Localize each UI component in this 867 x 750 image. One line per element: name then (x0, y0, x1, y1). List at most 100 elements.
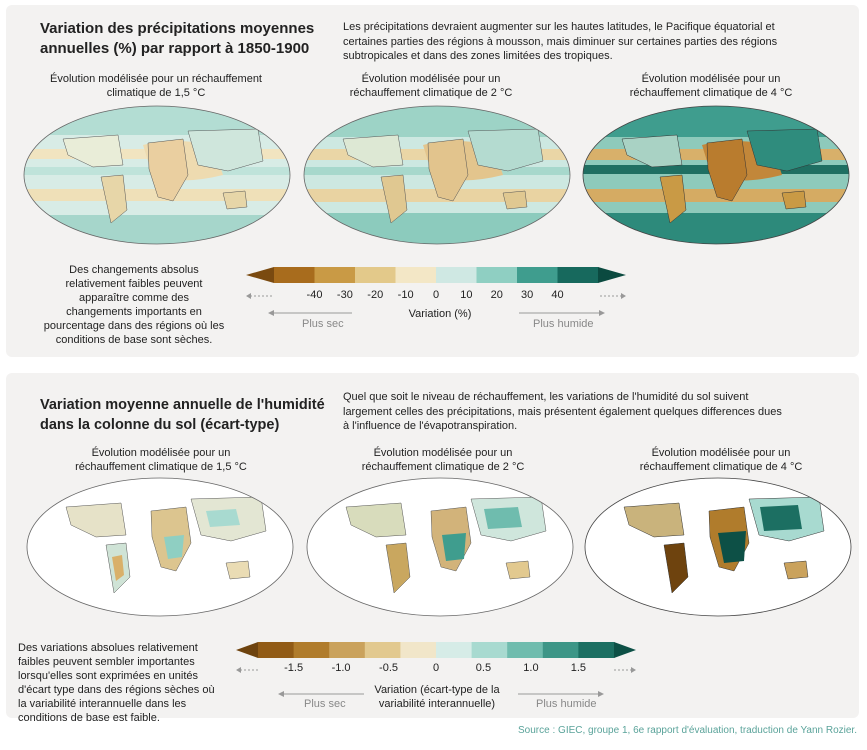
caption-line: Évolution modélisée pour un (641, 73, 781, 85)
note-line: pourcentage dans des régions où les (43, 320, 225, 332)
precipitation-dotted-arrows (246, 293, 626, 299)
colorbar-segment (314, 267, 356, 283)
precip-map-1p5 (23, 105, 291, 245)
caption-line: Évolution modélisée pour un (91, 447, 231, 459)
colorbar-segment (436, 642, 473, 658)
note-line: conditions de base est faible. (18, 712, 160, 724)
colorbar-segment (293, 642, 330, 658)
colorbar-segment (258, 642, 295, 658)
tick-label: -1.5 (284, 662, 304, 674)
tick-label: -30 (336, 289, 353, 301)
note-line: Des variations absolues relativement (18, 642, 198, 654)
precip-map-4 (582, 105, 850, 245)
colorbar-segment (395, 267, 437, 283)
soil-desc-line: à l'influence de l'évapotranspiration. (343, 420, 518, 432)
colorbar-end-wet (598, 267, 626, 283)
tick-label: -10 (397, 289, 414, 301)
colorbar-segment (355, 267, 396, 283)
precip-map-2 (303, 105, 571, 245)
tick-label: -0.5 (379, 662, 399, 674)
axis-label-line: Variation (écart-type de la (374, 684, 500, 696)
note-line: d'écart type dans des régions sèches où (18, 684, 215, 696)
dotted-arrow-left-head (236, 667, 241, 673)
tick-label: 0.5 (475, 662, 492, 674)
axis-label-line: variabilité interannuelle) (378, 698, 496, 710)
soil-colorbar (236, 642, 636, 658)
caption-line: Évolution modélisée pour un réchauffemen… (50, 73, 262, 85)
colorbar-segment (274, 267, 315, 283)
soil-description: Quel que soit le niveau de réchauffement… (343, 390, 848, 434)
wetter-label: Plus humide (536, 698, 597, 710)
wetter-arrow (519, 310, 605, 316)
colorbar-segment (436, 267, 477, 283)
caption-line: climatique de 1,5 °C (106, 87, 206, 99)
drier-label: Plus sec (304, 698, 346, 710)
tick-label: 20 (490, 289, 503, 301)
soil-map-1-caption: Évolution modélisée pour un réchauffemen… (46, 446, 276, 474)
soil-map-2-caption: Évolution modélisée pour un réchauffemen… (328, 446, 558, 474)
precipitation-description: Les précipitations devraient augmenter s… (343, 20, 843, 64)
colorbar-segment (517, 267, 558, 283)
wetter-label: Plus humide (533, 318, 594, 330)
drier-arrow (268, 310, 352, 316)
colorbar-end-wet (614, 642, 636, 658)
caption-line: réchauffement climatique de 2 °C (361, 461, 525, 473)
caption-line: Évolution modélisée pour un (361, 73, 501, 85)
note-line: lorsqu'elles sont exprimées en unités (18, 670, 199, 682)
caption-line: Évolution modélisée pour un (651, 447, 791, 459)
soil-title-line1: Variation moyenne annuelle de l'humidité (40, 397, 325, 413)
precipitation-note: Des changements absolus relativement fai… (34, 263, 234, 347)
tick-label: -1.0 (331, 662, 351, 674)
precipitation-axis-label: Variation (%) (408, 308, 472, 320)
soil-title: Variation moyenne annuelle de l'humidité… (40, 395, 325, 435)
precip-map-1-caption: Évolution modélisée pour un réchauffemen… (20, 72, 292, 100)
note-line: apparaître comme des (78, 292, 190, 304)
colorbar-segment (507, 642, 544, 658)
colorbar-end-dry (246, 267, 274, 283)
precipitation-desc-line: certaines parties des régions à mousson,… (343, 35, 778, 48)
note-line: conditions de base sont sèches. (55, 334, 213, 346)
tick-label: -20 (367, 289, 384, 301)
soil-title-line2: dans la colonne du sol (écart-type) (40, 417, 280, 433)
precipitation-panel: Variation des précipitations moyennes an… (6, 5, 859, 357)
tick-label: 1.0 (523, 662, 539, 674)
precipitation-colorbar (246, 267, 626, 283)
precipitation-desc-line: subtropicales et dans des zones limitées… (343, 50, 613, 62)
soil-desc-line: largement celles des précipitations, mai… (343, 405, 782, 418)
tick-label: 0 (432, 289, 440, 301)
dotted-arrow-right-head (631, 667, 636, 673)
soil-moisture-panel: Variation moyenne annuelle de l'humidité… (6, 373, 859, 724)
colorbar-segment (557, 267, 599, 283)
tick-label: 30 (521, 289, 534, 301)
colorbar-segment (542, 642, 579, 658)
colorbar-segment (400, 642, 437, 658)
dotted-arrow-left-head (246, 293, 251, 299)
soil-map-1p5 (26, 477, 294, 617)
colorbar-segment (578, 642, 615, 658)
soil-dotted-arrows (236, 667, 636, 673)
precip-map-2-caption: Évolution modélisée pour un réchauffemen… (316, 72, 546, 100)
note-line: Des changements absolus (69, 264, 199, 276)
precip-map-3-caption: Évolution modélisée pour un réchauffemen… (596, 72, 826, 100)
drier-label: Plus sec (302, 318, 344, 330)
caption-line: réchauffement climatique de 1,5 °C (75, 461, 247, 473)
soil-axis-label: Variation (écart-type de la variabilité … (362, 683, 512, 711)
caption-line: réchauffement climatique de 2 °C (349, 87, 513, 99)
colorbar-end-dry (236, 642, 258, 658)
caption-line: Évolution modélisée pour un (373, 447, 513, 459)
colorbar-segment (329, 642, 366, 658)
note-line: relativement faibles peuvent (65, 278, 203, 290)
precipitation-title-line2: annuelles (%) par rapport à 1850-1900 (40, 40, 310, 57)
note-line: changements importants en (66, 306, 202, 318)
source-credit: Source : GIEC, groupe 1, 6e rapport d'év… (518, 725, 857, 736)
tick-label: 40 (551, 289, 564, 301)
caption-line: réchauffement climatique de 4 °C (629, 87, 793, 99)
wetter-arrow (518, 691, 604, 697)
soil-map-2 (306, 477, 574, 617)
tick-label: 10 (460, 289, 473, 301)
colorbar-segment (364, 642, 401, 658)
note-line: la variabilité interannuelle dans les (18, 698, 187, 710)
precipitation-desc-line: Les précipitations devraient augmenter s… (343, 21, 775, 33)
soil-map-3-caption: Évolution modélisée pour un réchauffemen… (606, 446, 836, 474)
soil-note: Des variations absolues relativement fai… (18, 641, 233, 725)
